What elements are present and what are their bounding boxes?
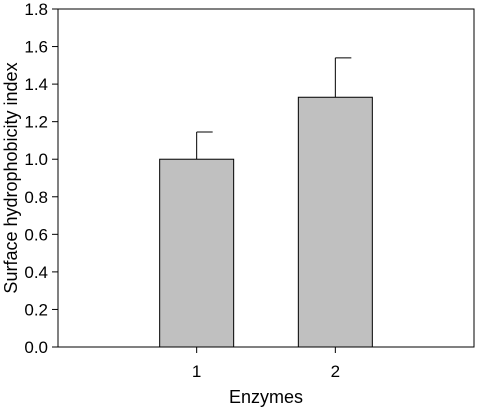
bar-2 (297, 96, 373, 348)
y-tick-label: 1.4 (24, 75, 48, 94)
x-axis-label: Enzymes (229, 387, 303, 407)
y-axis-label: Surface hydrophobicity index (1, 62, 21, 293)
y-tick-label: 1.6 (24, 38, 48, 57)
bar-1 (159, 158, 235, 348)
y-tick-label: 1.8 (24, 0, 48, 19)
bar-series (159, 57, 373, 348)
x-tick-label: 1 (192, 362, 201, 381)
x-tick-label: 2 (331, 362, 340, 381)
plot-frame (57, 8, 475, 348)
y-tick-label: 1.2 (24, 113, 48, 132)
y-tick-label: 1.0 (24, 150, 48, 169)
y-tick-label: 0.0 (24, 338, 48, 357)
y-tick-label: 0.6 (24, 225, 48, 244)
y-axis: 0.0 0.2 0.4 0.6 0.8 1.0 1.2 1.4 1.6 1.8 (24, 0, 58, 357)
y-tick-label: 0.4 (24, 263, 48, 282)
y-tick-label: 0.2 (24, 300, 48, 319)
y-tick-label: 0.8 (24, 188, 48, 207)
